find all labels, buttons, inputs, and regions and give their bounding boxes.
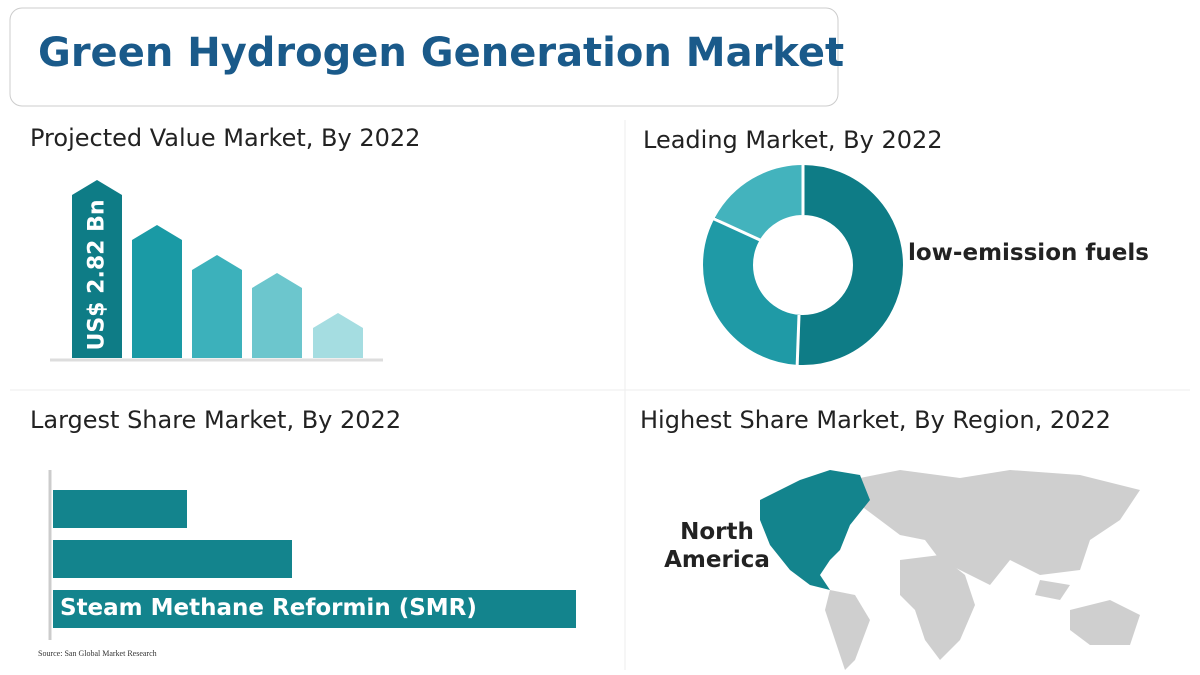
donut-gaps	[711, 160, 805, 371]
north-america	[760, 470, 870, 590]
panel-title: Projected Value Market, By 2022	[30, 124, 421, 152]
bar-label: Steam Methane Reformin (SMR)	[60, 595, 477, 621]
source: Source: San Global Market Research	[38, 649, 157, 658]
decorative-hbars	[48, 470, 576, 640]
panel-title: Highest Share Market, By Region, 2022	[640, 406, 1111, 434]
world-map	[825, 470, 1140, 670]
segment-label: low-emission fuels	[908, 240, 1149, 266]
panel-title: Leading Market, By 2022	[643, 126, 943, 154]
region-label: North America	[664, 519, 770, 573]
title: Green Hydrogen Generation Market	[38, 30, 845, 76]
decorative-bars	[50, 180, 383, 362]
title-box	[9, 7, 839, 107]
panel-title: Largest Share Market, By 2022	[30, 406, 402, 434]
value-label: US$ 2.82 Bn	[84, 199, 110, 351]
